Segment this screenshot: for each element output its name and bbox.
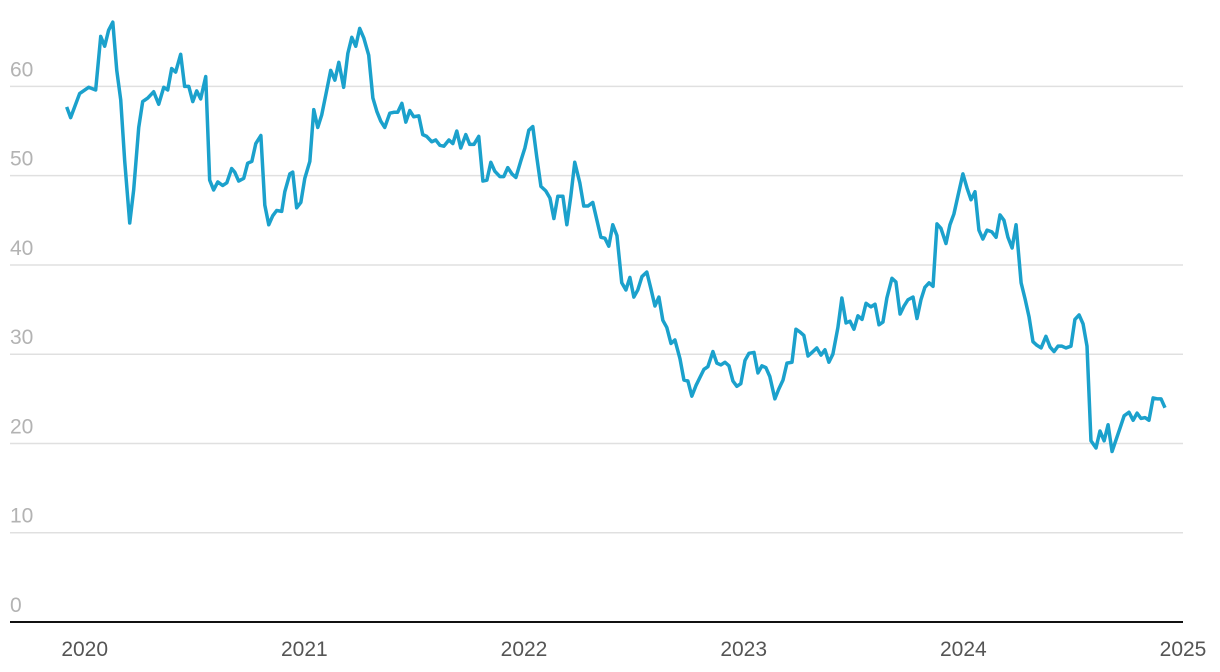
x-tick-label: 2024: [940, 638, 987, 661]
y-tick-label: 20: [10, 415, 33, 438]
y-tick-label: 0: [10, 594, 22, 617]
x-tick-label: 2021: [281, 638, 328, 661]
y-tick-label: 40: [10, 237, 33, 260]
data-line: [65, 20, 1167, 454]
x-tick-label: 2020: [61, 638, 108, 661]
x-tick-label: 2022: [501, 638, 548, 661]
y-tick-label: 30: [10, 326, 33, 349]
x-tick-label: 2025: [1160, 638, 1207, 661]
y-tick-label: 10: [10, 505, 33, 528]
y-tick-label: 50: [10, 148, 33, 171]
y-tick-label: 60: [10, 58, 33, 81]
x-tick-label: 2023: [720, 638, 767, 661]
